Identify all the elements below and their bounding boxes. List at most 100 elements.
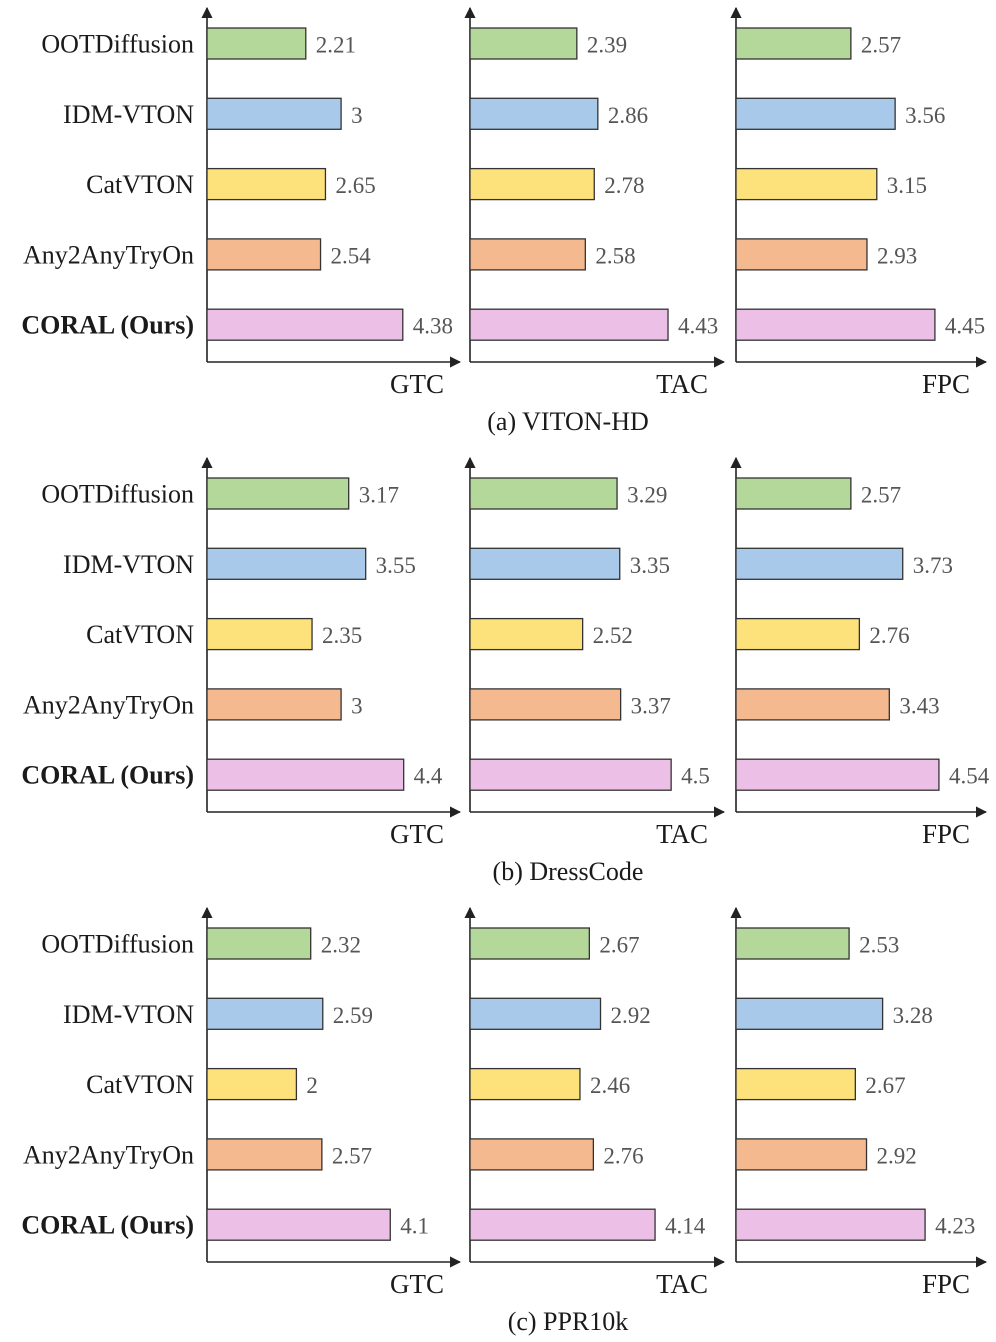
bar xyxy=(206,547,367,580)
bar xyxy=(206,997,324,1030)
bar xyxy=(206,617,313,651)
x-axis-label: FPC xyxy=(922,369,970,399)
bar xyxy=(469,927,590,960)
data-label: 3.28 xyxy=(893,1003,933,1028)
data-label: 2.59 xyxy=(333,1003,373,1028)
category-label: IDM-VTON xyxy=(63,1000,194,1029)
data-label: 2.65 xyxy=(335,173,375,198)
bar xyxy=(206,27,307,60)
x-axis-label: FPC xyxy=(922,819,970,849)
bar xyxy=(469,1208,656,1241)
bar xyxy=(735,688,890,721)
x-axis-label: FPC xyxy=(922,1269,970,1299)
bar xyxy=(469,477,618,510)
category-label: Any2AnyTryOn xyxy=(23,240,194,269)
bar xyxy=(735,308,936,341)
subfigure-caption: (c) PPR10k xyxy=(508,1307,629,1336)
bar xyxy=(469,97,599,130)
bar xyxy=(735,1138,868,1171)
bar xyxy=(469,167,595,201)
category-label: CORAL (Ours) xyxy=(21,1211,194,1240)
data-label: 4.23 xyxy=(935,1214,975,1239)
data-label: 2.53 xyxy=(859,933,899,958)
bar xyxy=(206,1138,323,1171)
bar xyxy=(735,97,896,130)
bar xyxy=(735,547,904,580)
bar xyxy=(206,1067,298,1101)
data-label: 4.45 xyxy=(945,314,985,339)
bar xyxy=(469,1138,595,1171)
data-label: 3.73 xyxy=(913,553,953,578)
panel-tac: 3.29 3.35 2.52 3.37 4.5 TAC xyxy=(464,456,726,849)
bar xyxy=(469,688,622,721)
x-axis-label: TAC xyxy=(656,819,708,849)
bar xyxy=(206,477,350,510)
bar xyxy=(206,97,342,130)
x-axis-label: TAC xyxy=(656,1269,708,1299)
bar xyxy=(469,758,672,791)
data-label: 2.67 xyxy=(865,1073,905,1098)
x-axis-label: GTC xyxy=(390,819,444,849)
bar xyxy=(735,477,852,510)
category-label: OOTDiffusion xyxy=(41,930,194,959)
panel-gtc: 2.21 3 2.65 2.54 4.38 GTC xyxy=(201,6,462,399)
data-label: 3.17 xyxy=(359,483,399,508)
data-label: 2.54 xyxy=(331,243,372,268)
bar xyxy=(206,688,342,721)
category-label: OOTDiffusion xyxy=(41,30,194,59)
data-label: 2.76 xyxy=(603,1143,643,1168)
panel-tac: 2.39 2.86 2.78 2.58 4.43 TAC xyxy=(464,6,726,399)
x-axis-label: TAC xyxy=(656,369,708,399)
bar xyxy=(469,547,621,580)
category-label: OOTDiffusion xyxy=(41,480,194,509)
panel-gtc: 2.32 2.59 2 2.57 4.1 GTC xyxy=(201,906,462,1299)
chart-group-2: OOTDiffusion IDM-VTON CatVTON Any2AnyTryOn C… xyxy=(21,456,990,886)
bar xyxy=(206,238,322,271)
bar xyxy=(469,27,578,60)
data-label: 4.38 xyxy=(413,314,453,339)
bar xyxy=(469,308,669,341)
data-label: 2.67 xyxy=(599,933,639,958)
category-label: CatVTON xyxy=(86,170,194,199)
category-label: CORAL (Ours) xyxy=(21,311,194,340)
data-label: 4.14 xyxy=(665,1214,706,1239)
bar xyxy=(735,927,850,960)
subfigure-caption: (b) DressCode xyxy=(493,857,644,886)
data-label: 2.46 xyxy=(590,1073,630,1098)
data-label: 2.21 xyxy=(316,33,356,58)
bar xyxy=(735,1067,856,1101)
bar xyxy=(735,167,878,201)
data-label: 2 xyxy=(306,1073,318,1098)
chart-group-1: OOTDiffusion IDM-VTON CatVTON Any2AnyTryOn C… xyxy=(21,6,988,436)
data-label: 3.35 xyxy=(630,553,670,578)
bar xyxy=(469,238,586,271)
data-label: 4.4 xyxy=(414,764,443,789)
bar xyxy=(735,1208,926,1241)
category-label: CatVTON xyxy=(86,1070,194,1099)
data-label: 4.1 xyxy=(400,1214,429,1239)
bar xyxy=(735,27,852,60)
bar xyxy=(206,927,312,960)
data-label: 2.39 xyxy=(587,33,627,58)
bar xyxy=(469,997,602,1030)
data-label: 3.56 xyxy=(905,103,945,128)
data-label: 3.37 xyxy=(631,693,671,718)
category-label: IDM-VTON xyxy=(63,550,194,579)
bar xyxy=(469,617,584,651)
bar xyxy=(206,308,404,341)
data-label: 2.86 xyxy=(608,103,648,128)
data-label: 2.57 xyxy=(861,33,901,58)
data-label: 2.92 xyxy=(877,1143,917,1168)
data-label: 4.43 xyxy=(678,314,718,339)
data-label: 2.52 xyxy=(593,623,633,648)
data-label: 3 xyxy=(351,693,363,718)
panel-fpc: 2.53 3.28 2.67 2.92 4.23 FPC xyxy=(730,906,988,1299)
data-label: 2.35 xyxy=(322,623,362,648)
data-label: 3.43 xyxy=(899,693,939,718)
data-label: 2.58 xyxy=(595,243,635,268)
data-label: 3.55 xyxy=(376,553,416,578)
bar xyxy=(735,238,868,271)
category-label: Any2AnyTryOn xyxy=(23,1140,194,1169)
category-label: CatVTON xyxy=(86,620,194,649)
